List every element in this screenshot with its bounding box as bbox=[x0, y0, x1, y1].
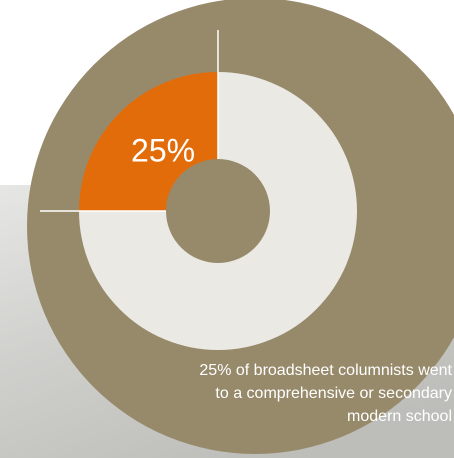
labels: 25% 25% of broadsheet columnists went to a… bbox=[131, 133, 453, 426]
caption-line: modern school bbox=[347, 408, 452, 425]
value-label: 25% bbox=[131, 133, 195, 169]
donut-hole bbox=[166, 159, 270, 263]
caption-line: 25% of broadsheet columnists went bbox=[199, 362, 452, 379]
caption-line: to a comprehensive or secondary bbox=[215, 385, 452, 402]
